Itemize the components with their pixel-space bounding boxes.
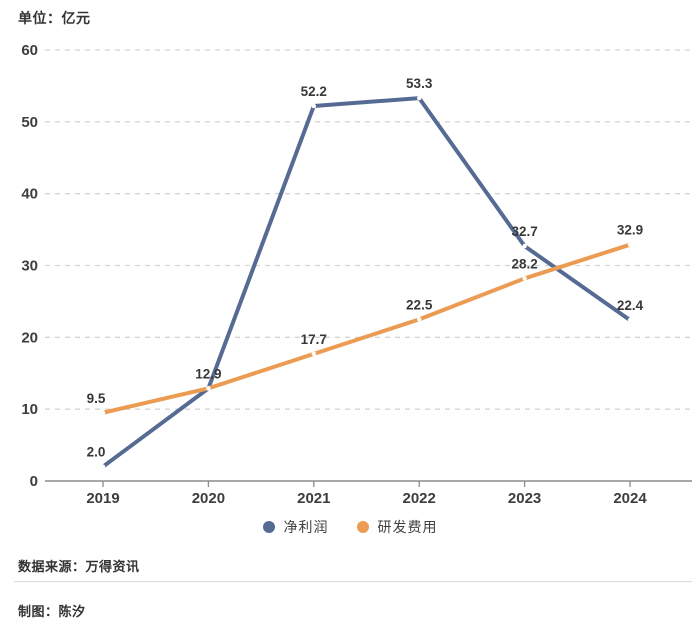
x-axis-tick-label: 2021	[297, 490, 330, 507]
legend-item: 净利润	[262, 517, 329, 537]
x-axis-tick-label: 2023	[508, 490, 541, 507]
data-point-label: 28.2	[511, 256, 537, 271]
data-point-marker	[627, 242, 633, 247]
line-chart: 0 10 20 30 40 50 60 2019 2020 2021 2022 2023 2024 2.0…	[21, 42, 692, 507]
series-line	[101, 96, 632, 469]
data-point-marker	[100, 410, 106, 415]
y-axis-tick-label: 50	[21, 114, 38, 131]
y-axis-tick-label: 40	[21, 186, 38, 203]
y-axis-tick-label: 60	[21, 42, 38, 59]
chart-legend: 净利润 研发费用	[0, 517, 700, 537]
data-point-marker	[311, 103, 316, 109]
data-point-marker	[627, 317, 633, 323]
data-point-label: 22.4	[617, 298, 644, 313]
data-point-marker	[417, 95, 422, 101]
data-point-label: 17.7	[301, 332, 327, 347]
y-axis-tick-label: 10	[21, 401, 38, 418]
series-line	[101, 242, 632, 415]
data-point-label: 9.5	[87, 391, 106, 406]
chart-credit-text: 制图：陈汐	[18, 604, 86, 619]
data-point-label: 53.3	[406, 76, 433, 91]
data-point-label: 22.5	[406, 297, 433, 312]
data-point-marker	[100, 464, 106, 469]
data-point-marker	[522, 243, 527, 249]
data-point-label: 32.9	[617, 223, 643, 238]
data-point-label: 2.0	[87, 445, 106, 460]
footer-divider	[14, 581, 692, 582]
x-axis-tick-label: 2019	[86, 490, 119, 507]
x-axis-tick-label: 2022	[403, 490, 436, 507]
data-point-marker	[522, 276, 527, 281]
data-point-label: 52.2	[301, 84, 327, 99]
y-axis-tick-label: 30	[21, 258, 38, 275]
legend-label: 净利润	[283, 519, 329, 535]
data-point-marker	[417, 317, 422, 322]
data-point-marker	[311, 351, 316, 357]
unit-label: 单位：亿元	[18, 10, 91, 26]
legend-swatch-icon	[262, 521, 275, 533]
y-axis-tick-label: 20	[21, 329, 38, 346]
data-point-marker	[206, 386, 211, 391]
legend-swatch-icon	[356, 521, 369, 533]
x-axis-tick-label: 2024	[613, 490, 647, 507]
y-axis-tick-label: 0	[30, 473, 38, 490]
data-point-label: 32.7	[511, 224, 537, 239]
legend-label: 研发费用	[377, 519, 438, 535]
legend-item: 研发费用	[356, 517, 438, 537]
data-point-label: 12.9	[195, 366, 221, 381]
x-axis-tick-label: 2020	[192, 490, 225, 507]
data-source-text: 数据来源：万得资讯	[18, 559, 140, 574]
